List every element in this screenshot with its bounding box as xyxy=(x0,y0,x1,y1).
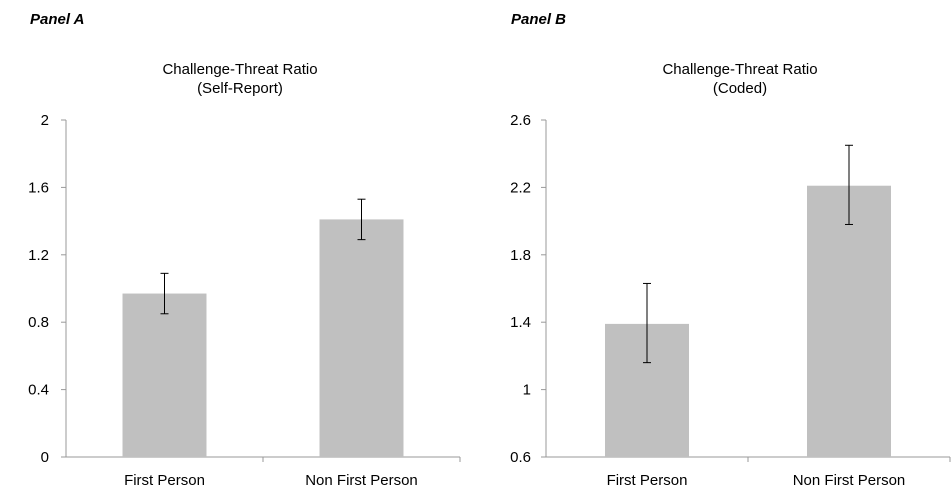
y-tick-label: 1.4 xyxy=(510,314,531,331)
panel-b: Panel B Challenge-Threat Ratio (Coded) 0… xyxy=(476,0,952,489)
x-tick-label: First Person xyxy=(124,472,205,489)
y-tick-label: 0 xyxy=(41,449,49,466)
y-tick-label: 0.4 xyxy=(28,382,49,399)
y-tick-label: 0.6 xyxy=(510,449,531,466)
bar xyxy=(122,293,207,457)
panel-label: Panel A xyxy=(30,11,85,28)
bar xyxy=(319,219,404,457)
y-tick-label: 0.8 xyxy=(28,314,49,331)
y-tick-label: 2.2 xyxy=(510,179,531,196)
y-tick-label: 1.2 xyxy=(28,247,49,264)
chart-title: Challenge-Threat Ratio (Coded) xyxy=(580,60,900,98)
chart-title-line-2: (Self-Report) xyxy=(197,80,283,97)
x-tick-label: Non First Person xyxy=(305,472,418,489)
y-tick-label: 2 xyxy=(41,112,49,129)
y-tick-label: 2.6 xyxy=(510,112,531,129)
x-tick-label: Non First Person xyxy=(793,472,906,489)
panel-a: Panel A Challenge-Threat Ratio (Self-Rep… xyxy=(28,11,461,489)
bar xyxy=(807,185,891,457)
panel-label: Panel B xyxy=(511,11,567,28)
chart-title: Challenge-Threat Ratio (Self-Report) xyxy=(80,60,400,98)
y-tick-label: 1 xyxy=(523,382,531,399)
chart-title-line-1: Challenge-Threat Ratio xyxy=(162,61,318,78)
chart-title-line-1: Challenge-Threat Ratio xyxy=(662,61,818,78)
y-tick-label: 1.6 xyxy=(28,179,49,196)
y-tick-label: 1.8 xyxy=(510,247,531,264)
x-tick-label: First Person xyxy=(607,472,688,489)
bar-chart-coded: 0.6 1 1.4 1.8 2.2 2.6 First Person Non First Pe… xyxy=(510,112,951,489)
chart-title-line-2: (Coded) xyxy=(712,80,768,97)
bar-chart-self-report: 0 0.4 0.8 1.2 1.6 2 First Person Non First Pers… xyxy=(28,112,461,489)
